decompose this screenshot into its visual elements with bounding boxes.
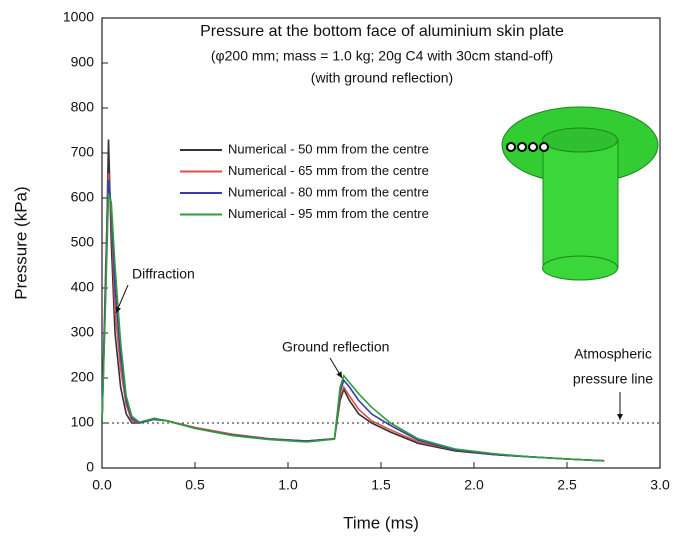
y-tick-label: 0 xyxy=(86,459,94,475)
y-tick-label: 200 xyxy=(71,369,95,385)
x-tick-label: 3.0 xyxy=(650,477,670,493)
x-tick-label: 2.5 xyxy=(557,477,577,493)
legend-label: Numerical - 50 mm from the centre xyxy=(228,141,429,156)
chart-subtitle: (φ200 mm; mass = 1.0 kg; 20g C4 with 30c… xyxy=(211,48,553,64)
annotation: Atmospheric xyxy=(574,346,652,362)
y-tick-label: 1000 xyxy=(63,9,94,25)
annotation: Diffraction xyxy=(132,266,195,282)
y-tick-label: 800 xyxy=(71,99,95,115)
x-axis-label: Time (ms) xyxy=(343,513,419,532)
x-tick-label: 0.0 xyxy=(92,477,112,493)
y-tick-label: 500 xyxy=(71,234,95,250)
annotation: pressure line xyxy=(573,371,653,387)
chart-subtitle: (with ground reflection) xyxy=(311,70,453,86)
annotation: Ground reflection xyxy=(282,339,389,355)
y-tick-label: 300 xyxy=(71,324,95,340)
x-tick-label: 1.0 xyxy=(278,477,298,493)
y-tick-label: 700 xyxy=(71,144,95,160)
legend-label: Numerical - 95 mm from the centre xyxy=(228,206,429,221)
y-tick-label: 400 xyxy=(71,279,95,295)
y-axis-label: Pressure (kPa) xyxy=(11,186,30,299)
x-tick-label: 0.5 xyxy=(185,477,205,493)
y-tick-label: 100 xyxy=(71,414,95,430)
chart: Pressure at the bottom face of aluminium… xyxy=(0,0,675,540)
x-tick-label: 1.5 xyxy=(371,477,391,493)
chart-title: Pressure at the bottom face of aluminium… xyxy=(200,23,564,40)
series-line xyxy=(102,180,604,461)
y-tick-label: 900 xyxy=(71,54,95,70)
legend-label: Numerical - 65 mm from the centre xyxy=(228,163,429,178)
y-tick-label: 600 xyxy=(71,189,95,205)
annotation-arrow xyxy=(330,358,342,378)
x-tick-label: 2.0 xyxy=(464,477,484,493)
inset-figure xyxy=(502,107,658,280)
legend-label: Numerical - 80 mm from the centre xyxy=(228,184,429,199)
series-line xyxy=(102,194,604,461)
